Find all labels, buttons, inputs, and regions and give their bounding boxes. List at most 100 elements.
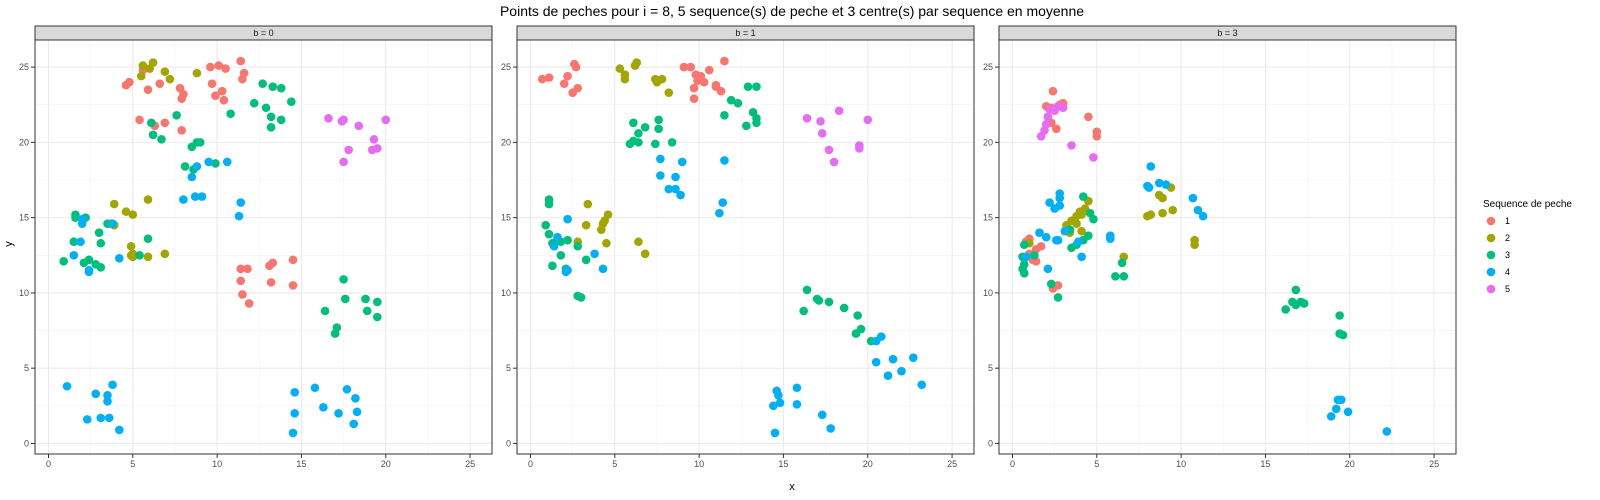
panel-background: [517, 40, 974, 454]
legend-key-3: [1486, 250, 1496, 260]
data-point: [1382, 427, 1392, 436]
legend-key-1: [1486, 216, 1496, 226]
data-point: [1343, 407, 1353, 417]
data-point: [1326, 412, 1336, 421]
data-point: [742, 121, 751, 131]
data-point: [121, 207, 131, 216]
data-point: [814, 296, 824, 305]
data-point: [1291, 285, 1301, 295]
data-point: [664, 88, 674, 97]
data-point: [96, 238, 106, 248]
data-point: [544, 73, 554, 82]
data-point: [561, 267, 571, 277]
data-point: [1019, 240, 1029, 250]
data-point: [84, 267, 94, 277]
data-point: [126, 241, 136, 251]
data-point: [238, 290, 247, 299]
legend-key-2: [1486, 233, 1496, 243]
y-tick-label: 15: [19, 213, 29, 223]
data-point: [548, 261, 557, 271]
data-point: [1021, 252, 1031, 262]
data-point: [656, 171, 665, 180]
data-point: [96, 413, 106, 423]
data-point: [195, 138, 205, 147]
data-point: [769, 401, 778, 411]
data-point: [689, 83, 699, 93]
data-point: [1072, 219, 1081, 228]
data-point: [238, 74, 247, 84]
data-point: [128, 210, 138, 219]
data-point: [287, 97, 296, 107]
data-point: [362, 306, 372, 316]
data-point: [330, 329, 340, 338]
data-point: [1084, 231, 1093, 241]
data-point: [549, 241, 559, 251]
data-point: [629, 118, 638, 128]
data-point: [148, 130, 158, 140]
series-4: [1021, 162, 1392, 436]
data-point: [266, 112, 276, 122]
data-point: [1281, 305, 1290, 314]
data-point: [339, 275, 348, 284]
data-point: [177, 94, 187, 104]
data-point: [160, 249, 170, 259]
data-point: [160, 67, 170, 76]
data-point: [288, 281, 298, 290]
data-point: [234, 211, 244, 221]
data-point: [1077, 226, 1086, 236]
y-tick-label: 0: [988, 438, 993, 448]
data-point: [799, 306, 808, 316]
data-point: [108, 219, 117, 228]
data-point: [640, 123, 650, 132]
y-tick-label: 20: [983, 137, 993, 147]
data-point: [155, 79, 165, 88]
data-point: [720, 56, 729, 66]
data-point: [71, 210, 80, 219]
data-point: [381, 115, 391, 125]
legend-label-3: 3: [1505, 250, 1510, 260]
x-tick-label: 25: [465, 459, 475, 469]
legend-label-1: 1: [1505, 216, 1510, 226]
data-point: [679, 62, 689, 72]
data-point: [888, 354, 898, 364]
data-point: [1084, 112, 1093, 122]
data-point: [310, 383, 320, 393]
data-point: [602, 238, 611, 248]
data-point: [1053, 235, 1063, 245]
facet-strip-label: b = 1: [735, 28, 755, 38]
data-point: [1052, 124, 1061, 134]
data-point: [1158, 208, 1167, 218]
data-point: [1041, 232, 1051, 242]
data-point: [207, 79, 217, 88]
data-point: [94, 228, 104, 237]
data-point: [217, 86, 227, 96]
data-point: [752, 118, 761, 128]
data-point: [851, 329, 861, 338]
data-point: [136, 71, 146, 81]
data-point: [352, 407, 362, 417]
data-point: [222, 157, 232, 167]
data-point: [576, 293, 586, 302]
data-point: [337, 116, 347, 126]
data-point: [1331, 404, 1341, 414]
data-point: [211, 91, 220, 101]
data-point: [654, 115, 663, 125]
panel-border: [998, 39, 1457, 455]
series-4: [549, 154, 927, 438]
data-point: [752, 82, 761, 91]
x-tick-label: 0: [1010, 459, 1015, 469]
data-point: [563, 214, 572, 224]
y-tick-label: 25: [19, 62, 29, 72]
x-tick-label: 0: [528, 459, 533, 469]
data-point: [1089, 214, 1098, 224]
data-point: [373, 144, 382, 153]
data-point: [689, 94, 699, 104]
data-point: [652, 77, 662, 87]
data-point: [1338, 330, 1348, 340]
data-point: [1092, 132, 1102, 141]
y-tick-label: 25: [501, 62, 511, 72]
data-point: [1198, 211, 1208, 221]
data-point: [373, 312, 382, 322]
y-tick-label: 15: [501, 213, 511, 223]
x-tick-label: 15: [778, 459, 788, 469]
